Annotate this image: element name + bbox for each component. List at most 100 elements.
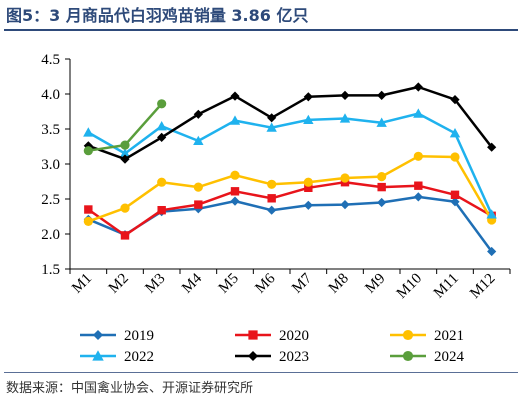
series-2024: [83, 99, 167, 156]
data-point: [92, 329, 104, 341]
data-point: [303, 92, 313, 102]
series-line-2021: [87, 155, 493, 223]
y-tick-label: 4.0: [41, 87, 60, 103]
data-point: [303, 200, 313, 210]
data-point: [413, 151, 423, 161]
x-tick-label: M4: [179, 270, 205, 296]
data-point: [413, 82, 423, 92]
data-point: [450, 95, 460, 105]
legend-item-2023: 2023: [235, 349, 309, 365]
data-point: [377, 90, 387, 100]
legend-item-2019: 2019: [80, 328, 154, 344]
data-point: [83, 127, 94, 137]
series-line-2022: [87, 112, 493, 215]
x-tick-label: M11: [431, 271, 462, 302]
data-point: [120, 154, 130, 164]
data-point: [304, 183, 313, 192]
data-point: [267, 179, 277, 189]
data-point: [267, 205, 277, 215]
data-point: [267, 194, 276, 203]
data-point: [339, 113, 351, 123]
data-point: [156, 121, 167, 131]
data-point: [194, 200, 203, 209]
legend-item-2024: 2024: [390, 349, 465, 365]
data-point: [377, 172, 387, 182]
data-point: [120, 140, 130, 150]
data-point: [248, 330, 258, 340]
data-point: [229, 115, 241, 125]
x-tick-label: M9: [362, 271, 388, 297]
data-point: [157, 99, 167, 109]
y-tick-label: 3.0: [41, 157, 60, 173]
data-point: [303, 177, 313, 187]
data-point: [230, 196, 240, 206]
data-point: [157, 206, 166, 215]
data-point: [449, 128, 461, 138]
data-point: [413, 108, 424, 118]
data-point: [340, 173, 350, 183]
y-tick-label: 3.5: [41, 122, 60, 138]
series-line-2019: [87, 195, 493, 253]
source-note: 数据来源：中国禽业协会、开源证券研究所: [6, 381, 254, 396]
series-line-2023: [87, 85, 493, 161]
x-tick-label: M3: [142, 271, 168, 297]
series-2023: [83, 82, 497, 164]
data-point: [450, 197, 460, 207]
legend-item-2020: 2020: [235, 328, 309, 344]
data-point: [84, 205, 93, 214]
y-tick-label: 4.5: [41, 52, 60, 68]
legend-label: 2023: [279, 349, 309, 365]
legend-label: 2021: [434, 328, 464, 344]
series-2019: [83, 192, 497, 257]
data-point: [487, 142, 497, 152]
legend-item-2021: 2021: [390, 328, 464, 344]
series-layer: [83, 82, 497, 257]
chart-title: 图5：3 月商品代白羽鸡苗销量 3.86 亿只: [6, 6, 309, 25]
series-line-2020: [87, 180, 493, 237]
data-point: [486, 209, 497, 219]
series-2022: [83, 108, 497, 219]
x-tick-label: M6: [252, 270, 278, 296]
legend: 2019 2020 2021 2022 2023 2024: [80, 328, 465, 365]
data-point: [303, 114, 314, 125]
x-tick-label: M5: [216, 271, 242, 297]
legend-label: 2022: [124, 349, 154, 365]
data-point: [230, 91, 240, 101]
x-tick-label: M7: [289, 270, 315, 296]
data-point: [414, 181, 423, 190]
data-point: [119, 148, 131, 158]
data-point: [92, 350, 104, 361]
data-point: [230, 170, 240, 180]
y-tick-label: 2.0: [41, 227, 60, 243]
x-tick-label: M8: [326, 271, 352, 297]
data-point: [157, 132, 167, 142]
data-point: [83, 216, 93, 226]
data-point: [120, 203, 130, 213]
series-2021: [83, 151, 497, 226]
data-point: [83, 146, 93, 156]
x-tick-label: M12: [467, 271, 498, 302]
title-divider: [4, 29, 518, 31]
legend-item-2022: 2022: [80, 349, 154, 365]
data-point: [193, 182, 203, 192]
data-point: [266, 122, 277, 132]
data-point: [377, 182, 386, 192]
data-point: [340, 200, 350, 210]
data-point: [450, 190, 460, 199]
x-tick-label: M2: [106, 271, 132, 297]
data-point: [402, 329, 414, 341]
data-point: [376, 117, 387, 127]
axes: 1.52.02.53.03.54.04.5M1 M2 M3 M4 M5 M6 M7 M8 M9 M…: [41, 52, 511, 302]
data-point: [267, 113, 277, 123]
legend-label: 2024: [434, 349, 465, 365]
data-point: [247, 350, 259, 362]
legend-label: 2019: [124, 328, 154, 344]
x-tick-label: M10: [394, 271, 425, 302]
x-tick-label: M1: [69, 271, 95, 297]
data-point: [377, 197, 387, 208]
y-tick-label: 1.5: [41, 262, 60, 278]
data-point: [193, 109, 203, 119]
data-point: [230, 187, 240, 196]
data-point: [413, 192, 423, 202]
data-point: [402, 350, 414, 362]
